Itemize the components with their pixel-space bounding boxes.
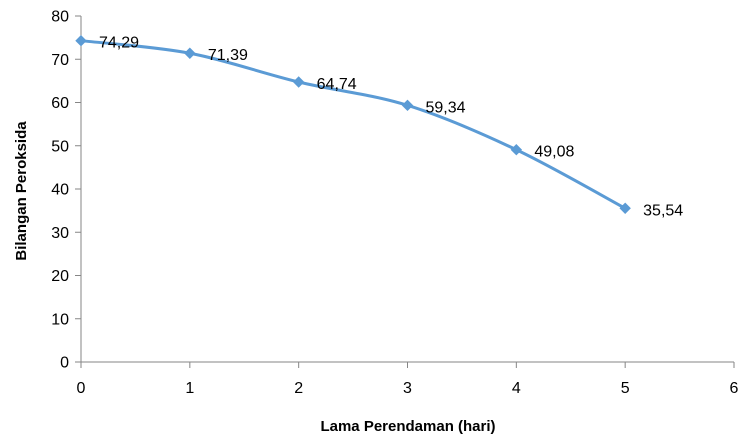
data-label: 35,54 xyxy=(643,202,683,219)
data-point-marker xyxy=(292,76,305,88)
x-tick-label: 4 xyxy=(512,380,521,397)
data-labels: 74,29 71,39 64,74 59,34 49,08 35,54 xyxy=(99,35,683,220)
y-tick-label: 20 xyxy=(51,268,69,285)
y-axis-title: Bilangan Peroksida xyxy=(13,121,30,261)
data-label: 71,39 xyxy=(208,47,248,64)
y-tick-label: 0 xyxy=(60,355,69,372)
y-tick-label: 50 xyxy=(51,138,69,155)
data-label: 59,34 xyxy=(426,99,466,116)
data-label: 74,29 xyxy=(99,35,139,52)
x-tick-label: 0 xyxy=(77,380,86,397)
series-line xyxy=(79,39,627,210)
x-axis-title: Lama Perendaman (hari) xyxy=(320,418,495,435)
x-tick-label: 3 xyxy=(403,380,412,397)
axes: 0 10 20 30 40 50 60 70 80 0 1 2 3 4 5 6 xyxy=(51,9,738,398)
data-label: 64,74 xyxy=(317,76,357,93)
series-layer xyxy=(75,34,631,214)
y-tick-label: 60 xyxy=(51,95,69,112)
data-point-marker xyxy=(619,202,631,214)
y-tick-label: 10 xyxy=(51,311,69,328)
x-tick-label: 1 xyxy=(185,380,194,397)
data-point-marker xyxy=(510,144,523,156)
data-point-marker xyxy=(184,47,196,59)
data-label: 49,08 xyxy=(534,144,574,161)
y-tick-label: 30 xyxy=(51,225,69,242)
y-tick-label: 80 xyxy=(51,9,69,26)
data-point-marker xyxy=(75,34,87,47)
x-tick-label: 2 xyxy=(294,380,303,397)
x-tick-label: 5 xyxy=(621,380,630,397)
data-point-marker xyxy=(401,99,414,112)
y-tick-label: 40 xyxy=(51,182,69,199)
x-tick-label: 6 xyxy=(730,380,739,397)
y-tick-label: 70 xyxy=(51,52,69,69)
